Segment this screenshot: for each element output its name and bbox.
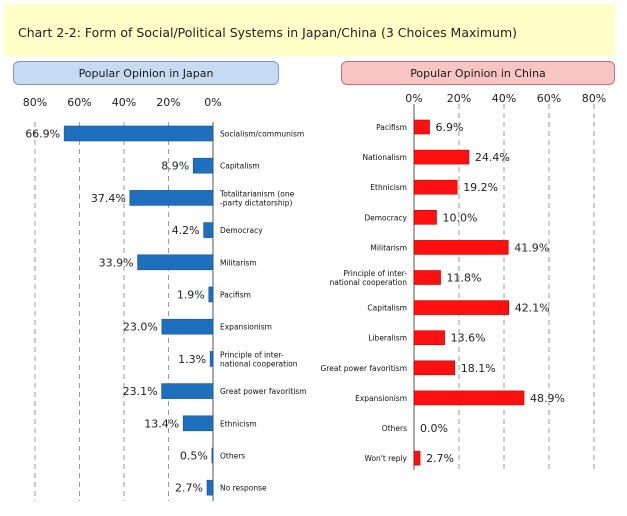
china-category-label: Pacifism <box>376 123 407 132</box>
china-value-label: 18.1% <box>461 362 496 375</box>
china-bar <box>413 270 441 285</box>
japan-category-label: Pacifism <box>220 291 251 300</box>
japan-category-label: Capitalism <box>220 162 260 171</box>
japan-bar <box>203 222 214 238</box>
china-category-label: Expansionism <box>355 394 407 403</box>
japan-bar <box>208 286 214 303</box>
japan-bar <box>182 415 214 432</box>
china-value-label: 41.9% <box>514 241 549 254</box>
china-tick-label: 40% <box>492 92 516 105</box>
japan-category-label: Expansionism <box>220 323 272 332</box>
chart-title: Chart 2-2: Form of Social/Political Syst… <box>18 25 518 40</box>
china-tick-label: 20% <box>447 92 471 105</box>
china-bar <box>413 330 445 346</box>
china-category-label: Capitalism <box>367 304 407 313</box>
japan-tick-label: 40% <box>112 96 136 109</box>
china-category-label: Ethnicism <box>370 183 407 192</box>
japan-value-label: 33.9% <box>99 256 134 269</box>
japan-value-label: 1.9% <box>177 289 205 302</box>
japan-tick-label: 20% <box>156 96 180 109</box>
china-value-label: 42.1% <box>515 302 550 315</box>
japan-bar <box>129 190 214 206</box>
china-bar <box>413 300 510 315</box>
china-category-label: Liberalism <box>368 334 407 343</box>
japan-bar <box>161 318 214 335</box>
japan-category-label: national cooperation <box>220 359 298 368</box>
china-tick-label: 80% <box>582 92 606 105</box>
china-value-label: 19.2% <box>463 181 498 194</box>
japan-tick-label: 0% <box>204 96 221 109</box>
china-bar <box>413 179 458 195</box>
china-category-label: Principle of inter- <box>343 269 407 278</box>
japan-value-label: 1.3% <box>178 353 206 366</box>
china-category-label: national cooperation <box>329 278 407 287</box>
china-value-label: 0.0% <box>420 422 448 435</box>
china-value-label: 24.4% <box>475 151 510 164</box>
china-panel-title: Popular Opinion in China <box>341 61 615 85</box>
china-tick-label: 0% <box>405 92 422 105</box>
china-tick-label: 60% <box>537 92 561 105</box>
japan-category-label: Totalitarianism (one <box>219 189 295 198</box>
japan-bar <box>137 254 214 271</box>
china-bar <box>413 240 509 255</box>
japan-category-label: Ethnicism <box>220 419 257 428</box>
japan-bar <box>63 125 214 142</box>
chart-title-box: Chart 2-2: Form of Social/Political Syst… <box>4 4 615 56</box>
china-value-label: 11.8% <box>447 272 482 285</box>
japan-value-label: 2.7% <box>175 482 203 495</box>
japan-category-label: Socialism/communism <box>220 130 304 139</box>
japan-value-label: 23.0% <box>123 321 158 334</box>
japan-category-label: -party dictatorship) <box>220 198 293 207</box>
japan-bar <box>209 351 214 367</box>
china-category-label: Others <box>382 424 407 433</box>
china-bar <box>413 390 525 406</box>
china-category-label: Great power favoritism <box>321 364 408 373</box>
japan-bar <box>192 157 214 174</box>
japan-bar <box>206 479 214 496</box>
japan-category-label: Democracy <box>220 226 263 235</box>
china-value-label: 6.9% <box>436 121 464 134</box>
china-bar <box>413 360 456 376</box>
japan-value-label: 37.4% <box>91 192 126 205</box>
china-bar <box>413 149 470 165</box>
china-category-label: Militarism <box>370 243 407 252</box>
china-value-label: 2.7% <box>426 452 454 465</box>
china-category-label: Democracy <box>364 213 407 222</box>
china-value-label: 48.9% <box>530 392 565 405</box>
japan-value-label: 0.5% <box>180 450 208 463</box>
japan-value-label: 13.4% <box>144 417 179 430</box>
china-bar <box>413 119 430 135</box>
japan-category-label: Militarism <box>220 258 257 267</box>
japan-category-label: Others <box>220 452 245 461</box>
japan-tick-label: 60% <box>67 96 91 109</box>
japan-category-label: No response <box>220 484 267 493</box>
japan-bar <box>211 447 214 464</box>
china-bar <box>413 450 421 466</box>
japan-category-label: Great power favoritism <box>220 387 307 396</box>
china-category-label: Won't reply <box>364 454 407 463</box>
japan-bar <box>161 383 214 399</box>
japan-value-label: 4.2% <box>172 224 200 237</box>
china-bar <box>413 210 437 225</box>
japan-value-label: 23.1% <box>123 385 158 398</box>
japan-category-label: Principle of inter- <box>220 350 284 359</box>
china-value-label: 13.6% <box>451 332 486 345</box>
japan-panel-title: Popular Opinion in Japan <box>13 61 279 85</box>
japan-value-label: 66.9% <box>25 128 60 141</box>
japan-value-label: 8.9% <box>161 160 189 173</box>
japan-tick-label: 80% <box>23 96 47 109</box>
china-value-label: 10.0% <box>443 211 478 224</box>
china-category-label: Nationalism <box>362 153 407 162</box>
